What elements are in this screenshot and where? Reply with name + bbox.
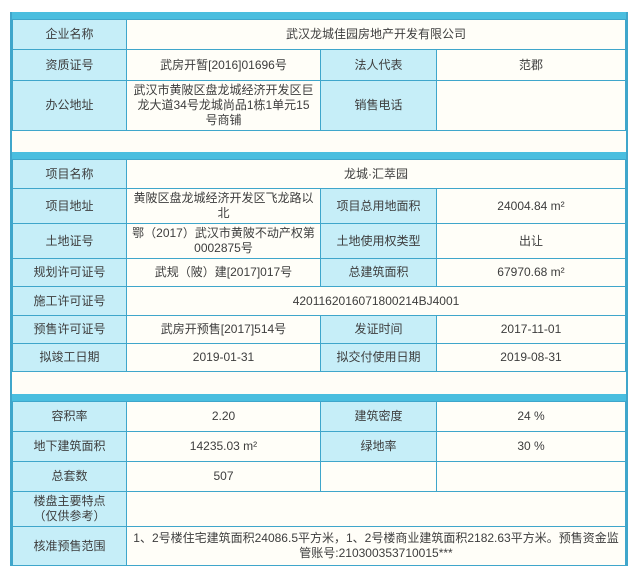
floor-area-ratio-value: 2.20 [126,401,321,432]
project-info-table: 项目名称 龙城·汇萃园 项目地址 黄陂区盘龙城经济开发区飞龙路以北 项目总用地面… [12,159,626,372]
sales-phone-label: 销售电话 [320,80,437,131]
building-density-value: 24 % [436,401,626,432]
office-address-label: 办公地址 [12,80,127,131]
empty-cell [320,461,437,492]
section-divider-band [12,152,626,159]
total-building-area-label: 总建筑面积 [320,258,437,287]
land-cert-label: 土地证号 [12,223,127,259]
construction-permit-value: 4201162016071800214BJ4001 [126,286,626,316]
section-divider-band [12,394,626,401]
legal-rep-value: 范郡 [436,49,626,81]
key-features-label-line2: （仅供参考） [33,509,106,523]
approved-presale-scope-label: 核准预售范围 [12,526,127,566]
greening-rate-value: 30 % [436,431,626,462]
key-features-value [126,491,626,527]
total-building-area-value: 67970.68 m² [436,258,626,287]
underground-area-value: 14235.03 m² [126,431,321,462]
table-row: 项目名称 龙城·汇萃园 [12,159,626,189]
table-row: 拟竣工日期 2019-01-31 拟交付使用日期 2019-08-31 [12,343,626,372]
legal-rep-label: 法人代表 [320,49,437,81]
table-row: 土地证号 鄂（2017）武汉市黄陂不动产权第0002875号 土地使用权类型 出… [12,223,626,259]
section-gap [12,372,626,394]
land-use-type-value: 出让 [436,223,626,259]
building-density-label: 建筑密度 [320,401,437,432]
planned-delivery-label: 拟交付使用日期 [320,343,437,372]
table-row: 总套数 507 [12,461,626,492]
total-land-area-label: 项目总用地面积 [320,188,437,224]
total-land-area-value: 24004.84 m² [436,188,626,224]
table-row: 容积率 2.20 建筑密度 24 % [12,401,626,432]
land-cert-value: 鄂（2017）武汉市黄陂不动产权第0002875号 [126,223,321,259]
table-row: 规划许可证号 武规（陂）建[2017]017号 总建筑面积 67970.68 m… [12,258,626,287]
planning-permit-value: 武规（陂）建[2017]017号 [126,258,321,287]
planned-completion-value: 2019-01-31 [126,343,321,372]
planning-stats-table: 容积率 2.20 建筑密度 24 % 地下建筑面积 14235.03 m² 绿地… [12,401,626,566]
company-name-label: 企业名称 [12,19,127,50]
total-units-value: 507 [126,461,321,492]
qualification-cert-value: 武房开暂[2016]01696号 [126,49,321,81]
approved-presale-scope-value: 1、2号楼住宅建筑面积24086.5平方米，1、2号楼商业建筑面积2182.63… [126,526,626,566]
land-use-type-label: 土地使用权类型 [320,223,437,259]
issue-date-value: 2017-11-01 [436,315,626,344]
table-row: 项目地址 黄陂区盘龙城经济开发区飞龙路以北 项目总用地面积 24004.84 m… [12,188,626,224]
table-row: 核准预售范围 1、2号楼住宅建筑面积24086.5平方米，1、2号楼商业建筑面积… [12,526,626,566]
qualification-cert-label: 资质证号 [12,49,127,81]
sales-phone-value [436,80,626,131]
table-row: 预售许可证号 武房开预售[2017]514号 发证时间 2017-11-01 [12,315,626,344]
project-address-value: 黄陂区盘龙城经济开发区飞龙路以北 [126,188,321,224]
project-address-label: 项目地址 [12,188,127,224]
planned-completion-label: 拟竣工日期 [12,343,127,372]
section-divider-band-top [12,12,626,19]
table-row: 楼盘主要特点 （仅供参考） [12,491,626,527]
total-units-label: 总套数 [12,461,127,492]
key-features-label: 楼盘主要特点 （仅供参考） [12,491,127,527]
property-info-panel: 企业名称 武汉龙城佳园房地产开发有限公司 资质证号 武房开暂[2016]0169… [10,12,628,566]
floor-area-ratio-label: 容积率 [12,401,127,432]
construction-permit-label: 施工许可证号 [12,286,127,316]
section-gap [12,131,626,152]
table-row: 资质证号 武房开暂[2016]01696号 法人代表 范郡 [12,49,626,81]
greening-rate-label: 绿地率 [320,431,437,462]
company-name-value: 武汉龙城佳园房地产开发有限公司 [126,19,626,50]
table-row: 办公地址 武汉市黄陂区盘龙城经济开发区巨龙大道34号龙城尚品1栋1单元15号商铺… [12,80,626,131]
planning-permit-label: 规划许可证号 [12,258,127,287]
issue-date-label: 发证时间 [320,315,437,344]
key-features-label-line1: 楼盘主要特点 [33,494,106,508]
office-address-value: 武汉市黄陂区盘龙城经济开发区巨龙大道34号龙城尚品1栋1单元15号商铺 [126,80,321,131]
project-name-label: 项目名称 [12,159,127,189]
empty-cell [436,461,626,492]
table-row: 施工许可证号 4201162016071800214BJ4001 [12,286,626,316]
table-row: 企业名称 武汉龙城佳园房地产开发有限公司 [12,19,626,50]
underground-area-label: 地下建筑面积 [12,431,127,462]
company-info-table: 企业名称 武汉龙城佳园房地产开发有限公司 资质证号 武房开暂[2016]0169… [12,19,626,131]
project-name-value: 龙城·汇萃园 [126,159,626,189]
presale-permit-value: 武房开预售[2017]514号 [126,315,321,344]
table-row: 地下建筑面积 14235.03 m² 绿地率 30 % [12,431,626,462]
presale-permit-label: 预售许可证号 [12,315,127,344]
planned-delivery-value: 2019-08-31 [436,343,626,372]
